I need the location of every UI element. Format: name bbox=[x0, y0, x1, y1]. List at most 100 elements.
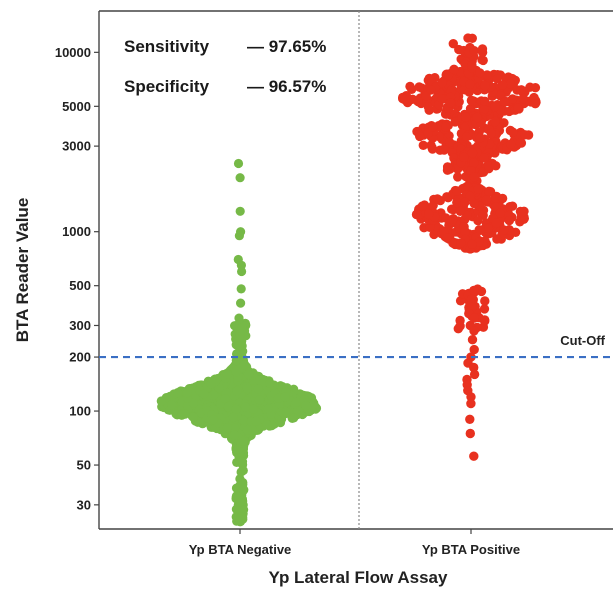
data-point bbox=[220, 394, 230, 404]
data-point bbox=[480, 80, 490, 91]
data-point bbox=[460, 112, 471, 122]
data-point bbox=[505, 79, 515, 89]
data-point bbox=[467, 335, 478, 345]
data-point bbox=[465, 79, 475, 89]
data-point bbox=[479, 105, 489, 115]
data-point bbox=[428, 122, 438, 132]
data-point bbox=[188, 412, 198, 422]
data-point bbox=[455, 206, 465, 216]
data-point bbox=[495, 90, 505, 101]
data-point bbox=[222, 423, 232, 433]
data-point bbox=[237, 457, 248, 467]
data-point bbox=[473, 216, 483, 226]
data-point bbox=[439, 145, 449, 155]
data-point bbox=[273, 393, 283, 403]
data-point bbox=[452, 197, 462, 208]
data-point bbox=[469, 313, 479, 323]
overlay: Cut-Off Sensitivity — 97.65% Specificity — 9… bbox=[99, 37, 613, 359]
data-point bbox=[425, 222, 435, 232]
data-point bbox=[231, 504, 241, 514]
data-point bbox=[491, 161, 501, 171]
data-point bbox=[477, 55, 487, 65]
x-axis-title: Yp Lateral Flow Assay bbox=[269, 568, 448, 587]
data-point bbox=[484, 186, 494, 196]
data-point bbox=[236, 298, 246, 308]
data-point bbox=[291, 397, 301, 407]
data-point bbox=[424, 209, 434, 219]
data-point bbox=[469, 326, 479, 336]
data-point bbox=[236, 284, 246, 294]
data-point bbox=[253, 384, 263, 394]
data-point bbox=[437, 94, 447, 104]
data-point bbox=[427, 144, 438, 154]
data-point bbox=[239, 505, 249, 515]
data-point bbox=[506, 139, 516, 149]
data-point bbox=[480, 296, 490, 306]
data-point bbox=[475, 68, 485, 78]
data-point bbox=[499, 97, 510, 107]
data-point bbox=[254, 395, 265, 405]
data-point bbox=[476, 286, 487, 297]
data-point bbox=[492, 74, 502, 84]
data-point bbox=[239, 360, 249, 370]
data-point bbox=[415, 131, 425, 142]
data-point bbox=[236, 467, 246, 477]
data-point bbox=[479, 304, 490, 314]
y-tick-label: 5000 bbox=[62, 99, 91, 114]
y-tick-label: 300 bbox=[69, 318, 91, 333]
y-tick-label: 10000 bbox=[55, 45, 91, 60]
data-point bbox=[177, 410, 187, 420]
x-tick-label: Yp BTA Negative bbox=[189, 542, 292, 557]
data-point bbox=[530, 83, 541, 93]
data-point bbox=[426, 85, 436, 95]
cutoff-label: Cut-Off bbox=[560, 333, 605, 348]
data-point bbox=[449, 64, 459, 75]
data-point bbox=[475, 225, 486, 235]
data-point bbox=[199, 389, 209, 399]
y-tick-label: 100 bbox=[69, 404, 91, 419]
data-point bbox=[469, 451, 479, 461]
data-point bbox=[156, 396, 166, 406]
data-point bbox=[466, 294, 477, 304]
data-point bbox=[280, 392, 290, 402]
data-point bbox=[442, 233, 452, 243]
data-point bbox=[231, 404, 241, 414]
annotation-value: — 96.57% bbox=[247, 77, 326, 96]
data-point bbox=[516, 208, 526, 218]
x-tick-label: Yp BTA Positive bbox=[422, 542, 520, 557]
data-point bbox=[466, 398, 476, 409]
data-point bbox=[281, 407, 292, 417]
data-point bbox=[229, 423, 240, 433]
data-point bbox=[233, 158, 244, 169]
data-point bbox=[475, 133, 485, 143]
data-point bbox=[444, 137, 455, 148]
data-point bbox=[446, 217, 457, 227]
data-point bbox=[262, 420, 272, 430]
data-point bbox=[469, 344, 479, 355]
data-point bbox=[483, 223, 494, 234]
data-point bbox=[518, 93, 528, 104]
data-point bbox=[208, 414, 219, 425]
data-point bbox=[516, 85, 526, 95]
data-point bbox=[423, 102, 433, 112]
data-point bbox=[441, 122, 451, 132]
data-point bbox=[301, 400, 311, 411]
data-point bbox=[235, 497, 245, 507]
data-point bbox=[242, 384, 252, 394]
data-point bbox=[229, 430, 240, 440]
data-point bbox=[464, 87, 474, 97]
data-point bbox=[231, 367, 241, 377]
data-point bbox=[497, 80, 508, 90]
y-tick-label: 1000 bbox=[62, 224, 91, 239]
data-point bbox=[448, 39, 458, 49]
data-point bbox=[413, 96, 423, 107]
data-point bbox=[445, 98, 456, 108]
data-point bbox=[239, 485, 249, 495]
data-point bbox=[234, 341, 244, 351]
data-point bbox=[469, 285, 479, 296]
annotation-label: Sensitivity bbox=[124, 37, 210, 56]
data-point bbox=[513, 103, 523, 113]
y-axis-title: BTA Reader Value bbox=[13, 198, 32, 343]
data-point bbox=[405, 81, 415, 92]
data-point bbox=[490, 116, 500, 127]
